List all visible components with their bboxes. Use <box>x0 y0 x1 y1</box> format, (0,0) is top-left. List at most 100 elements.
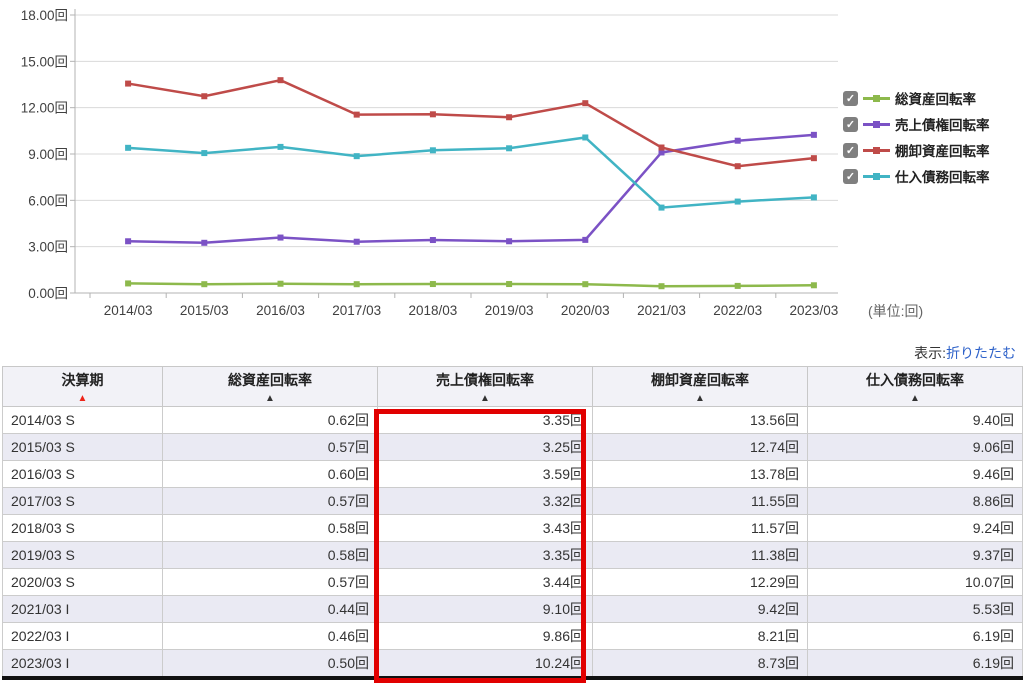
table-row: 2022/03 I 0.46回 9.86回 8.21回 6.19回 <box>2 622 1023 650</box>
header-period[interactable]: 決算期 ▲ <box>2 366 163 407</box>
receivables-turnover-cell: 3.43回 <box>377 514 593 542</box>
series-marker <box>582 134 589 141</box>
period-cell: 2019/03 S <box>2 541 163 569</box>
collapse-link[interactable]: 折りたたむ <box>946 345 1016 361</box>
inventory-turnover-cell: 13.78回 <box>592 460 808 488</box>
inventory-turnover-cell: 11.55回 <box>592 487 808 515</box>
series-marker <box>810 155 817 162</box>
series-marker <box>125 238 132 245</box>
y-axis-tick-label: 0.00回 <box>28 286 68 301</box>
x-axis-tick-label: 2023/03 <box>789 303 838 318</box>
period-cell: 2015/03 S <box>2 433 163 461</box>
x-axis-tick-label: 2014/03 <box>104 303 153 318</box>
checkbox-checked-icon[interactable]: ✓ <box>843 168 858 184</box>
series-marker <box>582 236 589 243</box>
sort-asc-icon[interactable]: ▲ <box>265 393 275 404</box>
inventory-turnover-cell: 9.42回 <box>592 595 808 623</box>
series-marker <box>125 80 132 87</box>
receivables-turnover-cell: 3.59回 <box>377 460 593 488</box>
turnover-table: 決算期 ▲ 総資産回転率 ▲ 売上債権回転率 ▲ 棚卸資産回転率 ▲ 仕入債務回転率 ▲ … <box>2 366 1023 680</box>
turnover-line-chart: 0.00回 3.00回 6.00回 9.00回 12.00回 15.00回 18.00回 20… <box>21 8 839 318</box>
checkbox-checked-icon[interactable]: ✓ <box>843 116 858 132</box>
series-marker <box>734 282 741 289</box>
series-marker <box>353 111 360 118</box>
series-marker <box>277 77 284 84</box>
table-row: 2021/03 I 0.44回 9.10回 9.42回 5.53回 <box>2 595 1023 623</box>
series-marker <box>353 238 360 245</box>
series-line-3 <box>128 136 814 209</box>
total-asset-turnover-cell: 0.50回 <box>162 649 378 679</box>
series-marker <box>125 144 132 151</box>
sort-asc-icon[interactable]: ▲ <box>910 393 920 404</box>
x-axis-tick-label: 2015/03 <box>180 303 229 318</box>
total-asset-turnover-cell: 0.57回 <box>162 433 378 461</box>
legend-item[interactable]: ✓ 棚卸資産回転率 <box>843 140 990 160</box>
series-marker <box>201 239 208 246</box>
table-row: 2017/03 S 0.57回 3.32回 11.55回 8.86回 <box>2 487 1023 515</box>
series-marker <box>201 150 208 157</box>
legend-line-sample <box>863 94 890 102</box>
series-marker <box>201 281 208 288</box>
table-row: 2014/03 S 0.62回 3.35回 13.56回 9.40回 <box>2 406 1023 434</box>
period-cell: 2023/03 I <box>2 649 163 679</box>
y-axis-tick-label: 12.00回 <box>21 101 68 116</box>
period-cell: 2021/03 I <box>2 595 163 623</box>
total-asset-turnover-cell: 0.58回 <box>162 541 378 569</box>
series-marker <box>277 234 284 241</box>
receivables-turnover-cell: 10.24回 <box>377 649 593 679</box>
total-asset-turnover-cell: 0.58回 <box>162 514 378 542</box>
y-axis-tick-label: 15.00回 <box>21 54 68 69</box>
y-axis-tick-label: 3.00回 <box>28 240 68 255</box>
receivables-turnover-cell: 3.44回 <box>377 568 593 596</box>
series-line-2 <box>127 78 815 168</box>
y-axis-tick-label: 6.00回 <box>28 193 68 208</box>
legend-item[interactable]: ✓ 仕入債務回転率 <box>843 166 990 186</box>
period-cell: 2020/03 S <box>2 568 163 596</box>
x-axis-tick-label: 2017/03 <box>332 303 381 318</box>
header-receivables-turnover[interactable]: 売上債権回転率 ▲ <box>377 366 593 407</box>
y-axis-tick-label: 18.00回 <box>21 8 68 23</box>
series-marker <box>429 281 436 288</box>
sort-asc-icon[interactable]: ▲ <box>77 393 88 404</box>
header-total-asset-turnover[interactable]: 総資産回転率 ▲ <box>162 366 378 407</box>
series-marker <box>506 238 513 245</box>
legend-marker-icon <box>873 146 880 154</box>
payables-turnover-cell: 10.07回 <box>807 568 1023 596</box>
receivables-turnover-cell: 9.86回 <box>377 622 593 650</box>
series-line-0 <box>128 282 814 288</box>
legend-marker-icon <box>873 172 880 180</box>
inventory-turnover-cell: 12.29回 <box>592 568 808 596</box>
chart-legend: ✓ 総資産回転率 ✓ 売上債権回転率 ✓ 棚卸資産回転率 ✓ 仕入債務回転率 <box>843 88 990 186</box>
period-cell: 2022/03 I <box>2 622 163 650</box>
checkbox-checked-icon[interactable]: ✓ <box>843 142 858 158</box>
x-axis-tick-label: 2019/03 <box>485 303 534 318</box>
legend-line-sample <box>863 172 890 180</box>
period-cell: 2016/03 S <box>2 460 163 488</box>
series-marker <box>125 280 132 287</box>
header-payables-turnover[interactable]: 仕入債務回転率 ▲ <box>807 366 1023 407</box>
inventory-turnover-cell: 8.21回 <box>592 622 808 650</box>
legend-marker-icon <box>873 120 880 128</box>
checkbox-checked-icon[interactable]: ✓ <box>843 90 858 106</box>
legend-item[interactable]: ✓ 総資産回転率 <box>843 88 990 108</box>
sort-asc-icon[interactable]: ▲ <box>480 393 490 404</box>
series-marker <box>658 283 665 290</box>
series-marker <box>353 281 360 288</box>
payables-turnover-cell: 9.24回 <box>807 514 1023 542</box>
x-axis-tick-label: 2016/03 <box>256 303 305 318</box>
payables-turnover-cell: 9.06回 <box>807 433 1023 461</box>
series-marker <box>658 204 665 211</box>
sort-asc-icon[interactable]: ▲ <box>695 393 705 404</box>
payables-turnover-cell: 6.19回 <box>807 622 1023 650</box>
legend-item[interactable]: ✓ 売上債権回転率 <box>843 114 990 134</box>
inventory-turnover-cell: 13.56回 <box>592 406 808 434</box>
total-asset-turnover-cell: 0.44回 <box>162 595 378 623</box>
series-marker <box>582 281 589 288</box>
header-inventory-turnover[interactable]: 棚卸資産回転率 ▲ <box>592 366 808 407</box>
legend-line-sample <box>863 120 890 128</box>
legend-line-sample <box>863 146 890 154</box>
payables-turnover-cell: 9.37回 <box>807 541 1023 569</box>
period-cell: 2014/03 S <box>2 406 163 434</box>
series-marker <box>734 163 741 170</box>
series-marker <box>506 145 513 152</box>
